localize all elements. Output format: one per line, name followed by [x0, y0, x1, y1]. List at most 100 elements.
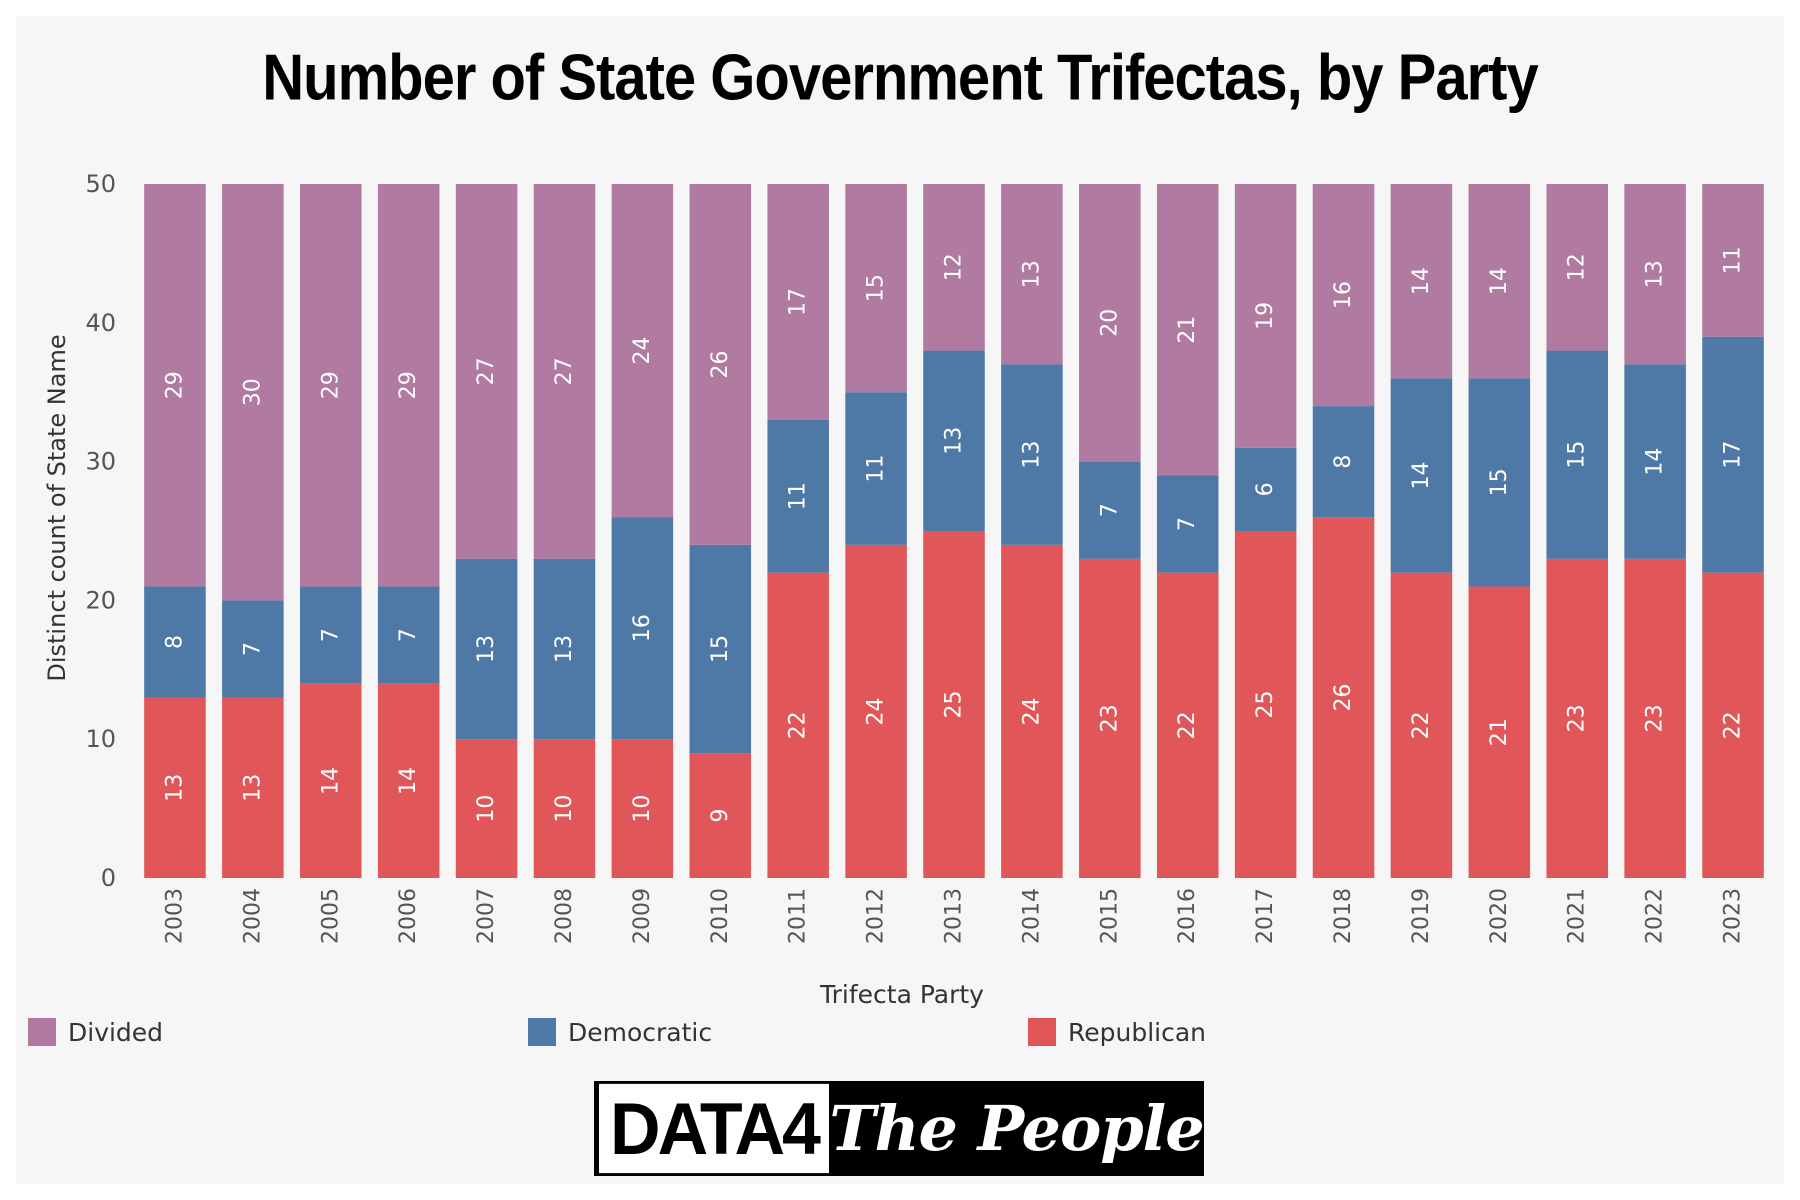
bar-divided-2018[interactable]	[1312, 184, 1375, 407]
bar-republican-2016[interactable]	[1156, 572, 1219, 878]
bar-republican-2013[interactable]	[923, 531, 985, 878]
bar-republican-2005[interactable]	[299, 683, 362, 878]
bar-divided-2013[interactable]	[923, 184, 985, 351]
data-label-republican-2022: 23	[1643, 704, 1668, 732]
data-label-divided-2005: 29	[318, 371, 343, 399]
data-label-republican-2018: 26	[1331, 684, 1356, 712]
data-label-democratic-2009: 16	[630, 614, 655, 642]
bar-republican-2006[interactable]	[377, 683, 440, 878]
data-label-republican-2010: 9	[708, 809, 733, 823]
bar-democratic-2020[interactable]	[1468, 378, 1531, 587]
legend-item-divided[interactable]: Divided	[28, 1015, 163, 1049]
data-label-divided-2004: 30	[240, 378, 265, 406]
bar-democratic-2012[interactable]	[845, 392, 907, 545]
bar-divided-2008[interactable]	[533, 184, 596, 559]
bar-democratic-2003[interactable]	[144, 586, 206, 698]
bar-republican-2023[interactable]	[1702, 572, 1764, 878]
y-tick-label-0: 0	[101, 864, 116, 892]
bar-democratic-2019[interactable]	[1390, 378, 1453, 573]
bar-democratic-2011[interactable]	[767, 419, 829, 573]
bar-divided-2012[interactable]	[845, 184, 907, 393]
y-tick-label-20: 20	[85, 586, 116, 614]
bar-republican-2009[interactable]	[611, 739, 674, 878]
data-label-democratic-2007: 13	[474, 635, 499, 663]
legend-swatch	[1028, 1018, 1056, 1046]
bar-republican-2018[interactable]	[1312, 517, 1375, 878]
data-label-divided-2019: 14	[1409, 267, 1434, 295]
data-label-democratic-2022: 14	[1643, 448, 1668, 476]
bar-republican-2011[interactable]	[767, 572, 829, 878]
bar-democratic-2021[interactable]	[1546, 350, 1609, 559]
bar-democratic-2023[interactable]	[1702, 336, 1764, 573]
bar-republican-2014[interactable]	[1001, 544, 1063, 878]
legend-item-democratic[interactable]: Democratic	[528, 1015, 712, 1049]
data-label-democratic-2012: 11	[864, 455, 889, 483]
bar-republican-2012[interactable]	[845, 544, 907, 878]
bar-divided-2011[interactable]	[767, 184, 829, 420]
bar-divided-2020[interactable]	[1468, 184, 1531, 379]
bar-divided-2004[interactable]	[222, 184, 284, 601]
data-label-republican-2005: 14	[318, 767, 343, 795]
y-tick-label-10: 10	[85, 725, 116, 753]
legend-item-republican[interactable]: Republican	[1028, 1015, 1206, 1049]
bar-divided-2021[interactable]	[1546, 184, 1609, 351]
bar-republican-2010[interactable]	[689, 753, 752, 878]
stacked-bar-chart: 13 8 29 13 7 30 14 7 29 14 7 29 10 13 27 10 13 27 10 16 24 9 1…	[43, 170, 1764, 1009]
bar-democratic-2022[interactable]	[1624, 364, 1686, 559]
bar-democratic-2014[interactable]	[1001, 364, 1063, 545]
data4thepeople-logo: DATA4 The People	[594, 1081, 1205, 1176]
bar-democratic-2008[interactable]	[533, 558, 596, 740]
x-tick-label-2007: 2007	[474, 888, 499, 944]
bar-divided-2016[interactable]	[1156, 184, 1219, 476]
data-label-republican-2013: 25	[942, 691, 967, 719]
bar-divided-2022[interactable]	[1624, 184, 1686, 365]
bar-divided-2014[interactable]	[1001, 184, 1063, 365]
bar-republican-2003[interactable]	[144, 697, 206, 878]
x-axis: 2003 2004 2005 2006 2007 2008 2009 2010 2011 2012…	[162, 888, 1745, 944]
data-label-republican-2021: 23	[1565, 704, 1590, 732]
bar-democratic-2018[interactable]	[1312, 406, 1375, 518]
legend-label: Divided	[68, 1017, 164, 1047]
data-label-democratic-2004: 7	[240, 642, 265, 656]
legend-swatch	[28, 1018, 56, 1046]
bar-democratic-2009[interactable]	[611, 517, 674, 740]
x-tick-label-2019: 2019	[1409, 888, 1434, 944]
data-label-divided-2021: 12	[1565, 253, 1590, 281]
data-label-republican-2004: 13	[240, 774, 265, 802]
x-tick-label-2008: 2008	[552, 888, 577, 944]
bar-republican-2019[interactable]	[1390, 572, 1453, 878]
bar-republican-2007[interactable]	[455, 739, 518, 878]
bar-republican-2017[interactable]	[1234, 531, 1297, 878]
bar-democratic-2006[interactable]	[377, 586, 440, 684]
bar-democratic-2007[interactable]	[455, 558, 518, 740]
bar-divided-2019[interactable]	[1390, 184, 1453, 379]
bar-democratic-2016[interactable]	[1156, 475, 1219, 573]
bar-divided-2023[interactable]	[1702, 184, 1764, 337]
bar-republican-2015[interactable]	[1079, 558, 1141, 878]
bar-democratic-2004[interactable]	[222, 600, 284, 698]
data-label-republican-2007: 10	[474, 795, 499, 823]
bar-divided-2006[interactable]	[377, 184, 440, 587]
bar-republican-2008[interactable]	[533, 739, 596, 878]
bar-republican-2022[interactable]	[1624, 558, 1686, 878]
data-label-divided-2020: 14	[1487, 267, 1512, 295]
bar-republican-2020[interactable]	[1468, 586, 1531, 878]
bar-democratic-2005[interactable]	[299, 586, 362, 684]
bar-divided-2009[interactable]	[611, 184, 674, 518]
bar-divided-2005[interactable]	[299, 184, 362, 587]
bar-democratic-2017[interactable]	[1234, 447, 1297, 531]
bar-divided-2017[interactable]	[1234, 184, 1297, 448]
bar-divided-2007[interactable]	[455, 184, 518, 559]
bar-democratic-2013[interactable]	[923, 350, 985, 531]
bar-republican-2021[interactable]	[1546, 558, 1609, 878]
y-tick-label-40: 40	[85, 309, 116, 337]
bar-divided-2010[interactable]	[689, 184, 752, 545]
data-label-republican-2016: 22	[1175, 711, 1200, 739]
bar-divided-2015[interactable]	[1079, 184, 1141, 462]
bar-democratic-2010[interactable]	[689, 544, 752, 754]
bar-group: 13 8 29 13 7 30 14 7 29 14 7 29 10 13 27 10 13 27 10 16 24 9 1…	[144, 184, 1764, 878]
data-label-divided-2009: 24	[630, 337, 655, 365]
bar-republican-2004[interactable]	[222, 697, 284, 878]
bar-democratic-2015[interactable]	[1079, 461, 1141, 559]
bar-divided-2003[interactable]	[144, 184, 206, 587]
